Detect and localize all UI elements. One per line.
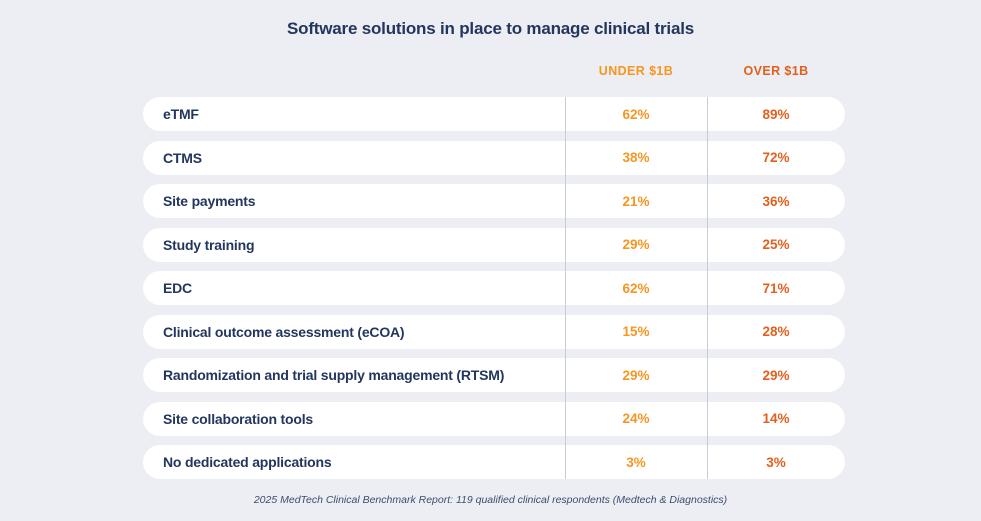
row-value-over: 72%: [762, 150, 790, 165]
table-row: eTMF 62% 89%: [143, 97, 845, 131]
row-value-over: 89%: [762, 106, 790, 122]
row-label: Site collaboration tools: [163, 410, 313, 427]
column-header-over-1b: OVER $1B: [743, 64, 809, 78]
row-value-over: 29%: [762, 367, 790, 383]
data-table: eTMF 62% 89% CTMS 38% 72% Site payments …: [143, 97, 845, 479]
row-value-over: 71%: [762, 280, 790, 296]
row-value-under: 62%: [622, 280, 650, 296]
table-row: No dedicated applications 3% 3%: [143, 445, 845, 479]
table-row: CTMS 38% 72%: [143, 140, 845, 175]
row-value-over: 28%: [762, 324, 790, 339]
row-value-under: 29%: [622, 237, 650, 252]
row-label: Clinical outcome assessment (eCOA): [163, 323, 405, 340]
table-row: Clinical outcome assessment (eCOA) 15% 2…: [143, 314, 845, 349]
column-divider-1: [565, 97, 566, 479]
table-row: Randomization and trial supply managemen…: [143, 358, 845, 392]
column-headers: UNDER $1B OVER $1B: [143, 64, 845, 78]
row-label-column-spacer: [143, 64, 565, 78]
row-label: No dedicated applications: [163, 454, 332, 470]
table-row: Study training 29% 25%: [143, 227, 845, 262]
row-value-under: 62%: [622, 106, 650, 122]
row-label: Randomization and trial supply managemen…: [163, 367, 505, 383]
table-row: EDC 62% 71%: [143, 271, 845, 305]
source-note: 2025 MedTech Clinical Benchmark Report: …: [253, 494, 728, 506]
row-value-over: 3%: [766, 454, 786, 470]
row-label: EDC: [163, 280, 192, 296]
row-label: Study training: [163, 236, 255, 253]
row-value-under: 24%: [622, 411, 650, 426]
row-value-under: 21%: [622, 193, 650, 209]
column-divider-2: [707, 97, 708, 479]
table-row: Site collaboration tools 24% 14%: [143, 401, 845, 436]
row-value-under: 15%: [622, 324, 650, 339]
row-label: eTMF: [163, 106, 199, 122]
row-value-under: 38%: [622, 150, 650, 165]
page-title: Software solutions in place to manage cl…: [287, 19, 694, 38]
row-label: Site payments: [163, 193, 256, 209]
row-value-under: 29%: [622, 367, 650, 383]
row-value-under: 3%: [626, 454, 646, 470]
column-header-under-1b: UNDER $1B: [598, 64, 674, 78]
row-value-over: 14%: [762, 411, 790, 426]
row-label: CTMS: [163, 149, 202, 166]
table-row: Site payments 21% 36%: [143, 184, 845, 218]
row-value-over: 36%: [762, 193, 790, 209]
row-value-over: 25%: [762, 237, 790, 252]
